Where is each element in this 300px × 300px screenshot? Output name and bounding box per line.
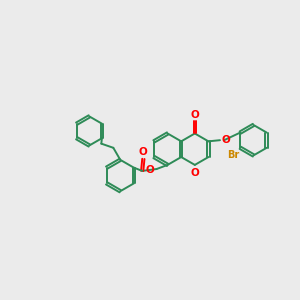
Text: O: O — [190, 110, 199, 120]
Text: O: O — [222, 135, 231, 145]
Text: O: O — [190, 168, 199, 178]
Text: O: O — [139, 147, 148, 157]
Text: Br: Br — [227, 150, 239, 160]
Text: O: O — [146, 165, 154, 175]
